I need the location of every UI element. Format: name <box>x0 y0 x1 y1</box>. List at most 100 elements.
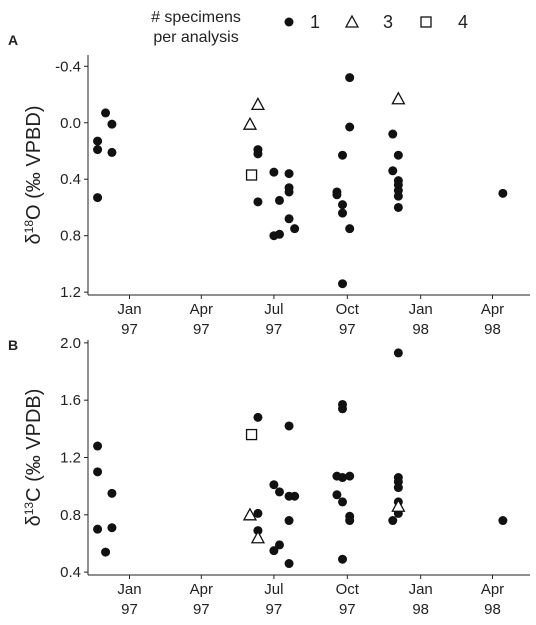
data-point-circle <box>101 547 111 557</box>
data-point-circle <box>284 559 294 569</box>
x-tick-label-year: 97 <box>193 601 210 618</box>
y-tick-label: 2.0 <box>60 335 81 352</box>
legend-title-line2: per analysis <box>153 29 238 46</box>
x-tick-label-month: Apr <box>190 581 213 598</box>
data-point-circle <box>107 119 117 129</box>
data-point-circle <box>253 412 263 422</box>
x-tick-label-month: Jan <box>117 581 141 598</box>
data-point-circle <box>345 471 355 481</box>
y-tick-label: 0.4 <box>60 171 81 188</box>
y-axis-label: δ13C (‰ VPDB) <box>22 389 45 527</box>
data-point-circle <box>498 516 508 526</box>
data-point-triangle <box>242 116 258 130</box>
data-point-circle <box>93 441 103 451</box>
x-tick-label-year: 98 <box>484 601 501 618</box>
x-tick-label-year: 98 <box>412 601 429 618</box>
legend: # specimens per analysis 1 3 4 <box>151 9 468 46</box>
data-point-circle <box>253 508 263 518</box>
x-tick-label-year: 97 <box>339 321 356 338</box>
data-point-circle <box>332 190 342 200</box>
panel-a-plot: -0.4 0.0 0.4 0.8 1.2 Jan 97 Apr 97 Jul 97 Oct 97 Jan 9… <box>22 55 530 338</box>
data-point-circle <box>269 480 279 490</box>
data-point-circle <box>274 540 284 550</box>
data-point-circle <box>338 208 348 218</box>
data-point-circle <box>345 516 355 526</box>
panel-b-plot: 0.4 0.8 1.2 1.6 2.0 Jan 97 Apr 97 Jul 97 Oct 97 Jan 98… <box>22 335 530 618</box>
data-point-circle <box>338 200 348 210</box>
data-point-circle <box>290 224 300 234</box>
data-point-circle <box>274 195 284 205</box>
x-tick-label-year: 97 <box>266 321 283 338</box>
x-tick-label-year: 97 <box>193 321 210 338</box>
legend-title-line1: # specimens <box>151 9 241 26</box>
data-point-circle <box>338 497 348 507</box>
x-tick-label-month: Oct <box>336 301 360 318</box>
panel-letter-a: A <box>8 32 18 48</box>
x-tick-label-month: Jan <box>409 581 433 598</box>
y-axis-label: δ18O (‰ VPBD) <box>22 106 45 245</box>
data-point-circle <box>393 150 403 160</box>
data-point-circle <box>393 348 403 358</box>
legend-label-1: 1 <box>310 12 320 32</box>
data-point-circle <box>107 147 117 157</box>
x-tick-label-month: Jan <box>409 301 433 318</box>
data-point-circle <box>284 169 294 179</box>
data-point-circle <box>93 145 103 155</box>
data-point-circle <box>345 122 355 132</box>
y-tick-label: 0.4 <box>60 564 81 581</box>
data-point-circle <box>388 129 398 139</box>
data-point-circle <box>338 279 348 289</box>
data-point-circle <box>284 421 294 431</box>
x-tick-label-month: Apr <box>190 301 213 318</box>
data-point-circle <box>253 197 263 207</box>
data-point-triangle <box>242 507 258 521</box>
x-tick-label-year: 97 <box>339 601 356 618</box>
y-tick-label: 1.2 <box>60 450 81 467</box>
data-point-circle <box>393 191 403 201</box>
y-tick-label: 1.6 <box>60 392 81 409</box>
data-point-triangle <box>391 91 406 105</box>
y-tick-label: 0.8 <box>60 507 81 524</box>
data-point-circle <box>388 516 398 526</box>
data-point-circle <box>269 167 279 177</box>
data-point-circle <box>274 487 284 497</box>
data-point-circle <box>93 524 103 534</box>
data-point-circle <box>107 488 117 498</box>
data-point-triangle <box>391 498 406 512</box>
data-point-square <box>245 428 258 441</box>
x-tick-label-year: 97 <box>266 601 283 618</box>
y-tick-label: 0.8 <box>60 228 81 245</box>
legend-label-4: 4 <box>458 12 468 32</box>
legend-circle-marker <box>284 17 294 27</box>
data-point-circle <box>345 73 355 83</box>
x-tick-label-month: Jul <box>264 301 283 318</box>
data-point-circle <box>101 108 111 118</box>
data-point-square <box>245 169 258 181</box>
x-tick-label-year: 98 <box>484 321 501 338</box>
y-tick-label: 0.0 <box>60 115 81 132</box>
x-tick-label-month: Apr <box>481 581 504 598</box>
y-tick-label: -0.4 <box>55 58 81 75</box>
data-point-circle <box>345 224 355 234</box>
data-point-circle <box>93 467 103 477</box>
x-tick-label-month: Jan <box>117 301 141 318</box>
data-point-circle <box>338 554 348 564</box>
data-point-circle <box>284 516 294 526</box>
data-point-circle <box>284 187 294 197</box>
data-point-circle <box>269 546 279 556</box>
x-tick-label-month: Apr <box>481 301 504 318</box>
x-tick-label-year: 97 <box>121 601 138 618</box>
data-point-circle <box>388 166 398 176</box>
x-tick-label-year: 97 <box>121 321 138 338</box>
data-point-circle <box>93 193 103 203</box>
data-point-circle <box>338 404 348 414</box>
data-point-triangle <box>250 530 266 544</box>
x-tick-label-month: Jul <box>264 581 283 598</box>
data-point-circle <box>393 483 403 493</box>
legend-label-3: 3 <box>383 12 393 32</box>
data-point-circle <box>93 136 103 146</box>
data-point-circle <box>332 490 342 500</box>
legend-square-marker <box>420 16 432 28</box>
x-tick-label-year: 98 <box>412 321 429 338</box>
data-point-triangle <box>250 97 266 111</box>
